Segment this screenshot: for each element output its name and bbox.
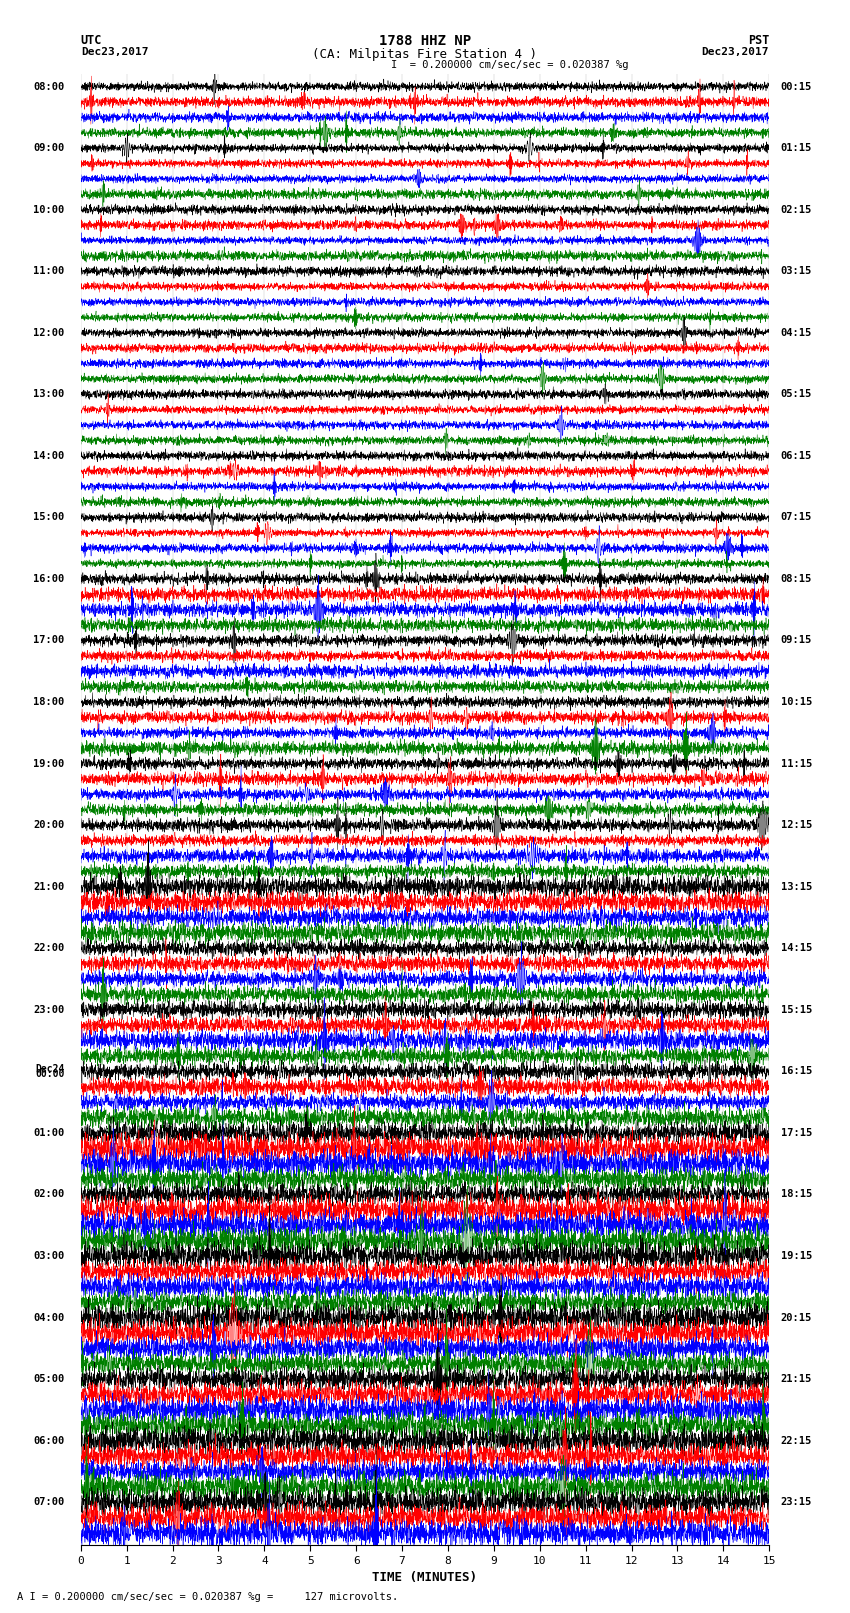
- Text: 01:15: 01:15: [780, 144, 812, 153]
- Text: 16:00: 16:00: [33, 574, 65, 584]
- Text: 01:00: 01:00: [33, 1127, 65, 1137]
- Text: 04:15: 04:15: [780, 327, 812, 337]
- Text: 09:00: 09:00: [33, 144, 65, 153]
- Text: 13:00: 13:00: [33, 389, 65, 400]
- Text: 20:15: 20:15: [780, 1313, 812, 1323]
- Text: 22:15: 22:15: [780, 1436, 812, 1445]
- Text: I  = 0.200000 cm/sec/sec = 0.020387 %g: I = 0.200000 cm/sec/sec = 0.020387 %g: [391, 60, 628, 69]
- Text: 06:00: 06:00: [33, 1436, 65, 1445]
- Text: 11:15: 11:15: [780, 758, 812, 768]
- Text: UTC: UTC: [81, 34, 102, 47]
- Text: 10:00: 10:00: [33, 205, 65, 215]
- Text: 15:15: 15:15: [780, 1005, 812, 1015]
- Text: 18:15: 18:15: [780, 1189, 812, 1200]
- Text: 14:15: 14:15: [780, 944, 812, 953]
- Text: 00:15: 00:15: [780, 82, 812, 92]
- Text: 18:00: 18:00: [33, 697, 65, 706]
- Text: 23:00: 23:00: [33, 1005, 65, 1015]
- Text: 17:15: 17:15: [780, 1127, 812, 1137]
- Text: 12:15: 12:15: [780, 819, 812, 831]
- Text: 05:00: 05:00: [33, 1374, 65, 1384]
- Text: A I = 0.200000 cm/sec/sec = 0.020387 %g =     127 microvolts.: A I = 0.200000 cm/sec/sec = 0.020387 %g …: [17, 1592, 399, 1602]
- Text: 09:15: 09:15: [780, 636, 812, 645]
- Text: 06:15: 06:15: [780, 450, 812, 461]
- Text: 1788 HHZ NP: 1788 HHZ NP: [379, 34, 471, 48]
- Text: 19:15: 19:15: [780, 1252, 812, 1261]
- Text: 02:00: 02:00: [33, 1189, 65, 1200]
- Text: Dec23,2017: Dec23,2017: [702, 47, 769, 56]
- Text: Dec23,2017: Dec23,2017: [81, 47, 148, 56]
- Text: 00:00: 00:00: [36, 1069, 65, 1079]
- Text: 05:15: 05:15: [780, 389, 812, 400]
- Text: 07:15: 07:15: [780, 513, 812, 523]
- Text: 13:15: 13:15: [780, 882, 812, 892]
- Text: 08:15: 08:15: [780, 574, 812, 584]
- Text: 23:15: 23:15: [780, 1497, 812, 1507]
- Text: 17:00: 17:00: [33, 636, 65, 645]
- Text: 21:15: 21:15: [780, 1374, 812, 1384]
- Text: 08:00: 08:00: [33, 82, 65, 92]
- Text: Dec24: Dec24: [36, 1065, 65, 1074]
- Text: 02:15: 02:15: [780, 205, 812, 215]
- X-axis label: TIME (MINUTES): TIME (MINUTES): [372, 1571, 478, 1584]
- Text: 12:00: 12:00: [33, 327, 65, 337]
- Text: 15:00: 15:00: [33, 513, 65, 523]
- Text: 16:15: 16:15: [780, 1066, 812, 1076]
- Text: (CA: Milpitas Fire Station 4 ): (CA: Milpitas Fire Station 4 ): [313, 48, 537, 61]
- Text: 21:00: 21:00: [33, 882, 65, 892]
- Text: 14:00: 14:00: [33, 450, 65, 461]
- Text: 07:00: 07:00: [33, 1497, 65, 1507]
- Text: 10:15: 10:15: [780, 697, 812, 706]
- Text: 11:00: 11:00: [33, 266, 65, 276]
- Text: 19:00: 19:00: [33, 758, 65, 768]
- Text: 04:00: 04:00: [33, 1313, 65, 1323]
- Text: PST: PST: [748, 34, 769, 47]
- Text: 03:15: 03:15: [780, 266, 812, 276]
- Text: 20:00: 20:00: [33, 819, 65, 831]
- Text: 03:00: 03:00: [33, 1252, 65, 1261]
- Text: 22:00: 22:00: [33, 944, 65, 953]
